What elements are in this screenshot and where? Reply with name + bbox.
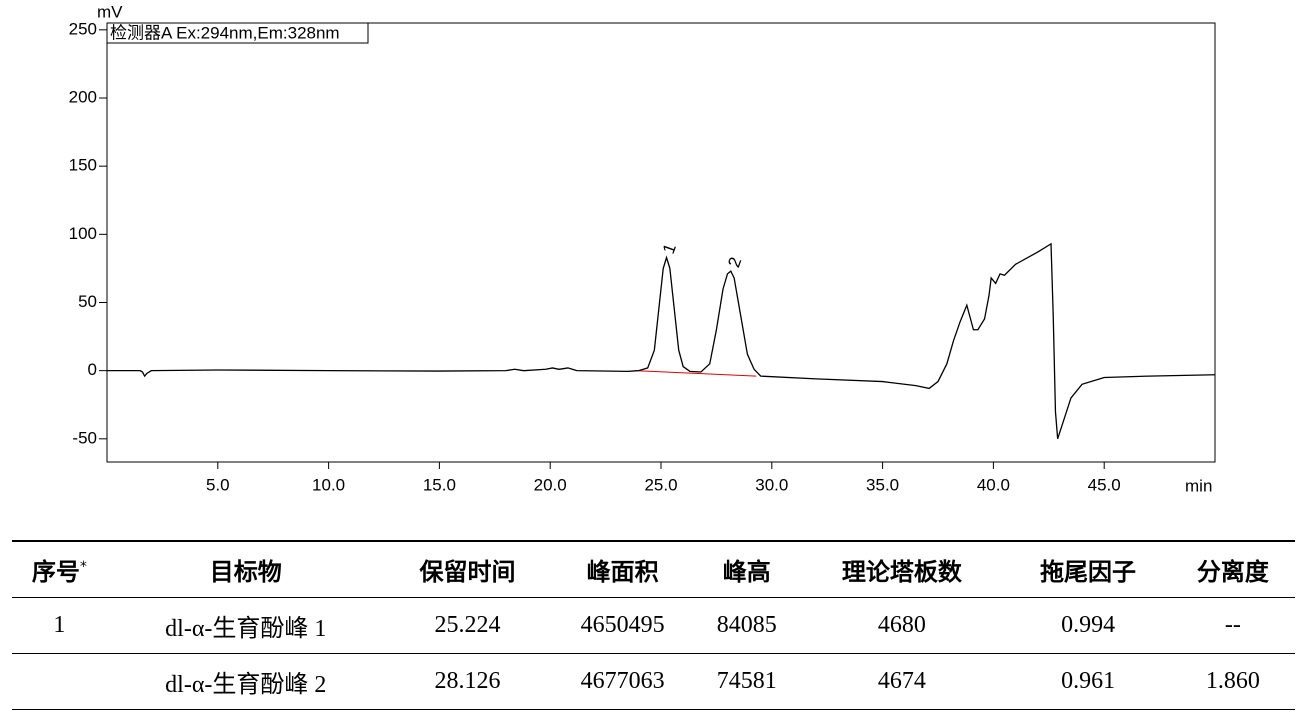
header-text: 峰高 xyxy=(722,558,771,586)
y-unit: mV xyxy=(97,2,123,21)
y-tick-label: 100 xyxy=(69,224,97,243)
table-cell: dl-α-生育酚峰 2 xyxy=(165,672,327,698)
table-cell: 4674 xyxy=(877,668,926,694)
header-text: 峰面积 xyxy=(586,558,659,586)
header-cell: 峰高 xyxy=(695,541,798,598)
peak-label: 1 xyxy=(659,241,680,256)
x-tick-label: 40.0 xyxy=(977,475,1010,494)
header-text: 理论塔板数 xyxy=(841,558,962,586)
table-row: 1 dl-α-生育酚峰 1 25.224 4650495 84085 4680 0.994 -… xyxy=(12,598,1295,654)
legend-label: 检测器A Ex:294nm,Em:328nm xyxy=(110,23,340,42)
x-tick-label: 5.0 xyxy=(206,475,230,494)
x-tick-label: 15.0 xyxy=(423,475,456,494)
chart: mV min 检测器A Ex:294nm,Em:328nm -50 0 50 100 1… xyxy=(69,2,1216,495)
x-tick-label: 30.0 xyxy=(755,475,788,494)
x-tick-label: 25.0 xyxy=(644,475,677,494)
table-cell: 4680 xyxy=(877,612,926,638)
header-cell: 拖尾因子 xyxy=(1005,541,1170,598)
header-text: 序号 xyxy=(31,558,80,586)
header-cell: 保留时间 xyxy=(385,541,550,598)
table-cell: 28.126 xyxy=(434,668,501,694)
table-cell: 4650495 xyxy=(580,612,665,638)
header-cell: 序号* xyxy=(12,541,107,598)
table-cell: 0.961 xyxy=(1061,668,1116,694)
table-row: dl-α-生育酚峰 2 28.126 4677063 74581 4674 0.961 1.… xyxy=(12,654,1295,710)
y-tick-label: -50 xyxy=(72,428,97,447)
footnote-mark: * xyxy=(79,559,87,575)
header-cell: 分离度 xyxy=(1171,541,1295,598)
baseline xyxy=(634,370,757,377)
table-cell: 74581 xyxy=(716,668,777,694)
trace xyxy=(107,242,1216,440)
table-body: 1 dl-α-生育酚峰 1 25.224 4650495 84085 4680 0.994 -… xyxy=(12,598,1295,710)
header-row: 序号* 目标物 保留时间 峰面积 峰高 理论塔板数 拖尾因子 分离度 xyxy=(12,541,1295,598)
y-tick-label: 150 xyxy=(69,156,97,175)
table-cell: 1.860 xyxy=(1205,668,1260,694)
table-cell: 1 xyxy=(53,612,66,638)
x-unit: min xyxy=(1185,476,1212,495)
table-cell: 25.224 xyxy=(434,612,501,638)
header-text: 拖尾因子 xyxy=(1040,558,1137,586)
header-text: 保留时间 xyxy=(419,558,516,586)
table-cell xyxy=(12,654,107,710)
header-cell: 理论塔板数 xyxy=(798,541,1005,598)
table-cell: 0.994 xyxy=(1061,612,1116,638)
header-cell: 峰面积 xyxy=(550,541,695,598)
legend-box xyxy=(106,22,369,44)
y-tick-label: 200 xyxy=(69,87,97,106)
table-cell: -- xyxy=(1224,612,1241,638)
x-tick-label: 35.0 xyxy=(866,475,899,494)
x-tick-label: 10.0 xyxy=(312,475,345,494)
results-table: 序号* 目标物 保留时间 峰面积 峰高 理论塔板数 拖尾因子 分离度 1 dl-α-生育酚峰 1… xyxy=(12,540,1295,710)
y-tick-label: 0 xyxy=(88,360,97,379)
y-tick-label: 50 xyxy=(78,292,97,311)
header-cell: 目标物 xyxy=(107,541,385,598)
header-text: 分离度 xyxy=(1196,558,1269,586)
y-tick-label: 250 xyxy=(69,19,97,38)
x-tick-label: 20.0 xyxy=(534,475,567,494)
table-cell: dl-α-生育酚峰 1 xyxy=(165,616,327,642)
header-text: 目标物 xyxy=(209,558,282,586)
table-cell: 84085 xyxy=(716,612,777,638)
x-tick-label: 45.0 xyxy=(1088,475,1121,494)
peak-label: 2 xyxy=(724,255,745,270)
table-cell: 4677063 xyxy=(580,668,665,694)
